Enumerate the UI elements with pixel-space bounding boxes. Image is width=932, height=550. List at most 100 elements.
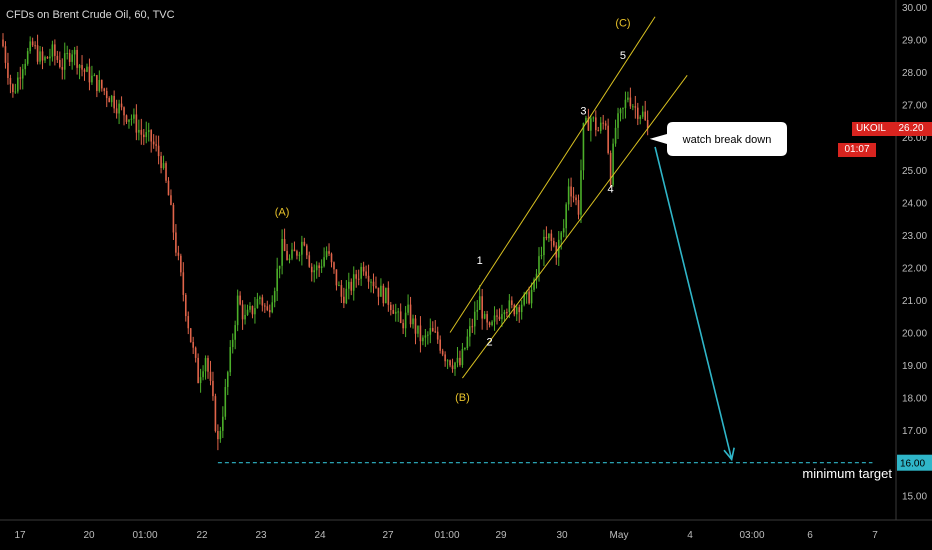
candle-body (345, 288, 348, 304)
candle-body (157, 145, 160, 157)
candle-body (528, 291, 530, 304)
candle-body (471, 326, 474, 328)
drawings-layer: (A) (B) (C) 1 2 3 4 5 watch break down minimum ta… (217, 16, 892, 481)
candle-body (170, 195, 172, 205)
symbol-tag: UKOIL (852, 122, 890, 136)
candle-body (548, 233, 550, 239)
candle-body (325, 251, 328, 258)
candle-body (382, 285, 385, 304)
candle-body (123, 107, 125, 116)
candle-body (118, 103, 120, 114)
candle-body (256, 298, 259, 309)
candle-body (239, 295, 241, 305)
candle-body (283, 239, 286, 251)
candle-body (587, 117, 590, 131)
candle-body (21, 69, 24, 79)
candle-body (343, 296, 345, 304)
candle-body (298, 254, 301, 256)
candle-body (627, 97, 629, 100)
candle-body (9, 78, 12, 85)
wave-label: 5 (620, 50, 626, 62)
candle-body (39, 51, 41, 62)
candle-body (105, 91, 108, 99)
callout-text: watch break down (682, 134, 772, 146)
candle-body (362, 266, 365, 272)
candle-body (340, 285, 343, 297)
candle-body (503, 312, 506, 315)
candle-body (394, 311, 397, 314)
candle-body (113, 95, 115, 109)
candle-body (177, 252, 180, 256)
time-tick-label: 29 (495, 530, 507, 541)
candle-body (357, 278, 360, 280)
candle-body (301, 241, 303, 255)
candle-body (318, 265, 320, 269)
candle-body (595, 117, 597, 131)
candle-body (209, 371, 212, 381)
candle-body (231, 339, 234, 348)
price-tick-label: 15.00 (902, 491, 927, 502)
target-price-value: 16.00 (900, 459, 925, 470)
candle-body (68, 53, 71, 62)
target-price-tag (897, 454, 932, 471)
candle-body (560, 232, 563, 240)
projection-arrow-head (723, 447, 735, 462)
candle-body (261, 297, 264, 306)
price-tick-label: 25.00 (902, 166, 927, 177)
last-price-tag: 26.20 (890, 122, 932, 136)
candle-body (296, 251, 298, 256)
candle-body (454, 362, 456, 370)
time-tick-label: 24 (314, 530, 326, 541)
candle-body (513, 304, 516, 315)
candle-body (182, 272, 185, 295)
candle-body (133, 114, 135, 119)
candle-body (424, 335, 427, 338)
bar-countdown: 01:07 (844, 144, 870, 155)
candle-body (350, 281, 353, 291)
candle-body (511, 300, 513, 305)
candle-body (451, 365, 454, 370)
candle-body (145, 132, 148, 138)
candle-body (88, 66, 91, 83)
candle-body (96, 75, 98, 91)
candle-body (496, 315, 498, 317)
candle-body (160, 156, 162, 169)
candle-body (140, 129, 143, 135)
candle-body (380, 285, 382, 297)
wave-label: 2 (487, 337, 493, 349)
candle-body (498, 316, 501, 320)
candle-body (150, 130, 152, 142)
candle-body (101, 80, 103, 89)
candle-body (585, 117, 587, 123)
candle-body (488, 322, 491, 325)
candle-body (533, 279, 535, 290)
candle-body (76, 49, 78, 68)
candle-body (540, 255, 543, 257)
channel-upper-line (449, 16, 656, 333)
candle-body (93, 75, 96, 77)
candle-body (73, 49, 76, 55)
candle-body (461, 349, 464, 366)
candle-body (439, 339, 441, 351)
candle-body (377, 287, 380, 297)
symbol-header[interactable]: CFDs on Brent Crude Oil, 60, TVC (6, 9, 175, 21)
candle-body (456, 357, 459, 363)
candle-body (214, 396, 217, 432)
wave-label: (B) (455, 392, 470, 404)
candle-body (434, 331, 437, 333)
candle-body (147, 130, 150, 133)
candle-body (518, 307, 521, 313)
candle-body (278, 265, 281, 269)
candle-body (49, 56, 51, 59)
time-tick-label: 01:00 (434, 530, 459, 541)
candle-body (98, 80, 101, 91)
candle-body (572, 196, 575, 198)
candle-body (207, 358, 209, 372)
candle-body (273, 291, 276, 303)
candle-body (184, 294, 187, 317)
time-tick-label: 23 (255, 530, 267, 541)
candle-body (222, 416, 224, 431)
instrument-name: CFDs on Brent Crude Oil (6, 9, 129, 21)
candle-body (402, 323, 404, 329)
